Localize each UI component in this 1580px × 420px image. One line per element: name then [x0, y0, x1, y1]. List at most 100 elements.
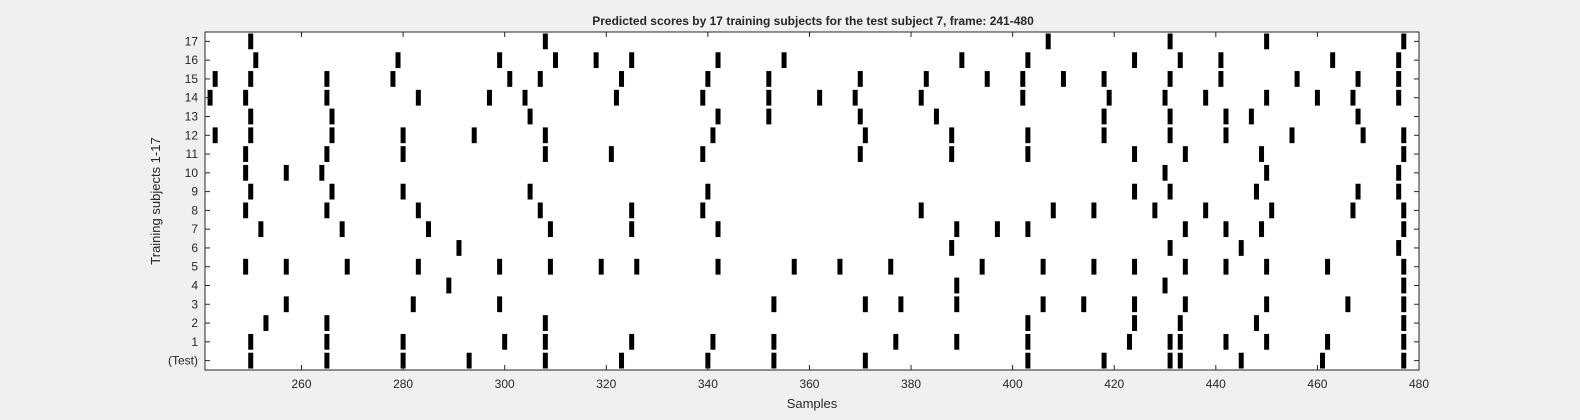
mark-row-10-2 — [319, 164, 325, 181]
mark-row-7-2 — [426, 221, 431, 238]
mark-row-5-17 — [1223, 258, 1229, 275]
mark-row-7-8 — [1025, 221, 1031, 238]
mark-row-12-15 — [1401, 127, 1407, 144]
y-tick-label: 11 — [186, 147, 199, 161]
mark-row-11-1 — [324, 146, 330, 162]
mark-row-11-5 — [700, 146, 706, 162]
plot-area — [205, 32, 1419, 370]
mark-row-15-10 — [923, 71, 929, 87]
mark-row-17-3 — [1167, 33, 1173, 50]
mark-row-14-12 — [1020, 89, 1026, 106]
mark-row-1-4 — [542, 333, 548, 350]
mark-row-5-19 — [1325, 258, 1331, 275]
mark-row-7-4 — [629, 221, 635, 238]
mark-row-13-2 — [527, 108, 533, 125]
x-axis: 260 280 300 320 340 360 380 400 420 440 460 480 — [291, 32, 1429, 391]
mark-row-16-6 — [715, 52, 721, 69]
mark-row-3-10 — [1182, 296, 1188, 313]
x-tick-label: 360 — [799, 377, 819, 391]
y-tick-label: (Test) — [168, 354, 198, 368]
mark-row-9-2 — [400, 183, 406, 200]
x-tick-label: 460 — [1307, 377, 1327, 391]
mark-row-0-6 — [705, 352, 711, 369]
mark-row-5-8 — [715, 258, 721, 275]
mark-row-10-4 — [1264, 164, 1270, 181]
mark-row-0-11 — [1167, 352, 1173, 369]
mark-row-14-2 — [324, 89, 330, 106]
mark-row-8-8 — [1091, 202, 1097, 219]
mark-row-0-15 — [1401, 352, 1407, 369]
mark-row-15-12 — [1020, 71, 1026, 87]
mark-row-1-5 — [629, 333, 635, 350]
x-tick-label: 260 — [291, 377, 311, 391]
mark-row-7-12 — [1401, 221, 1407, 238]
mark-row-15-17 — [1294, 71, 1300, 87]
mark-row-9-9 — [1396, 183, 1402, 200]
mark-row-16-11 — [1177, 52, 1183, 69]
mark-row-0-1 — [324, 352, 330, 369]
mark-row-17-4 — [1264, 33, 1270, 50]
mark-row-2-7 — [1401, 315, 1407, 331]
mark-row-3-0 — [283, 296, 289, 313]
mark-row-15-14 — [1101, 71, 1107, 87]
mark-row-0-7 — [771, 352, 777, 369]
mark-row-14-5 — [522, 89, 528, 106]
mark-row-14-7 — [700, 89, 706, 106]
mark-row-1-2 — [400, 333, 406, 350]
mark-row-11-8 — [1025, 146, 1031, 162]
mark-row-14-3 — [415, 89, 421, 106]
mark-row-3-9 — [1132, 296, 1138, 313]
mark-row-15-8 — [766, 71, 772, 87]
mark-row-15-2 — [324, 71, 330, 87]
mark-row-9-0 — [248, 183, 254, 200]
mark-row-14-10 — [852, 89, 858, 106]
mark-row-11-10 — [1182, 146, 1188, 162]
mark-row-15-16 — [1218, 71, 1224, 87]
mark-row-1-16 — [1325, 333, 1331, 350]
mark-row-3-4 — [862, 296, 868, 313]
y-tick-label: 6 — [191, 241, 198, 255]
mark-row-1-14 — [1223, 333, 1229, 350]
plot-frame — [204, 31, 1420, 371]
y-tick-label: 2 — [191, 316, 198, 330]
mark-row-11-7 — [949, 146, 955, 162]
mark-row-1-8 — [893, 333, 899, 350]
mark-row-14-15 — [1203, 89, 1209, 106]
mark-row-0-13 — [1238, 352, 1244, 369]
mark-row-5-14 — [1091, 258, 1097, 275]
mark-row-13-6 — [933, 108, 939, 125]
y-tick-label: 17 — [185, 34, 199, 48]
mark-row-12-5 — [542, 127, 548, 144]
mark-row-16-3 — [552, 52, 558, 69]
mark-row-9-8 — [1355, 183, 1361, 200]
mark-row-13-4 — [766, 108, 772, 125]
mark-row-15-0 — [212, 71, 218, 87]
mark-row-5-10 — [837, 258, 843, 275]
mark-row-12-0 — [212, 127, 218, 144]
mark-row-1-9 — [954, 333, 960, 350]
mark-row-15-7 — [705, 71, 711, 87]
mark-row-8-9 — [1152, 202, 1158, 219]
mark-row-7-5 — [715, 221, 721, 238]
mark-row-12-6 — [710, 127, 716, 144]
mark-row-13-9 — [1223, 108, 1229, 125]
mark-row-14-11 — [918, 89, 924, 106]
mark-row-5-0 — [243, 258, 249, 275]
chart-title: Predicted scores by 17 training subjects… — [592, 14, 1034, 28]
mark-row-0-5 — [619, 352, 625, 369]
mark-row-17-2 — [1045, 33, 1051, 50]
mark-row-12-9 — [1025, 127, 1031, 144]
x-tick-label: 440 — [1206, 377, 1226, 391]
y-tick-label: 5 — [191, 260, 198, 274]
mark-row-4-3 — [1401, 277, 1407, 294]
mark-row-11-11 — [1259, 146, 1265, 162]
mark-row-0-3 — [466, 352, 472, 369]
mark-row-5-1 — [283, 258, 289, 275]
mark-row-8-6 — [918, 202, 924, 219]
x-axis-label: Samples — [787, 396, 838, 411]
mark-row-1-17 — [1401, 333, 1407, 350]
mark-row-0-14 — [1319, 352, 1325, 369]
y-tick-label: 4 — [191, 279, 198, 293]
mark-row-0-2 — [400, 352, 406, 369]
mark-row-16-12 — [1218, 52, 1224, 69]
